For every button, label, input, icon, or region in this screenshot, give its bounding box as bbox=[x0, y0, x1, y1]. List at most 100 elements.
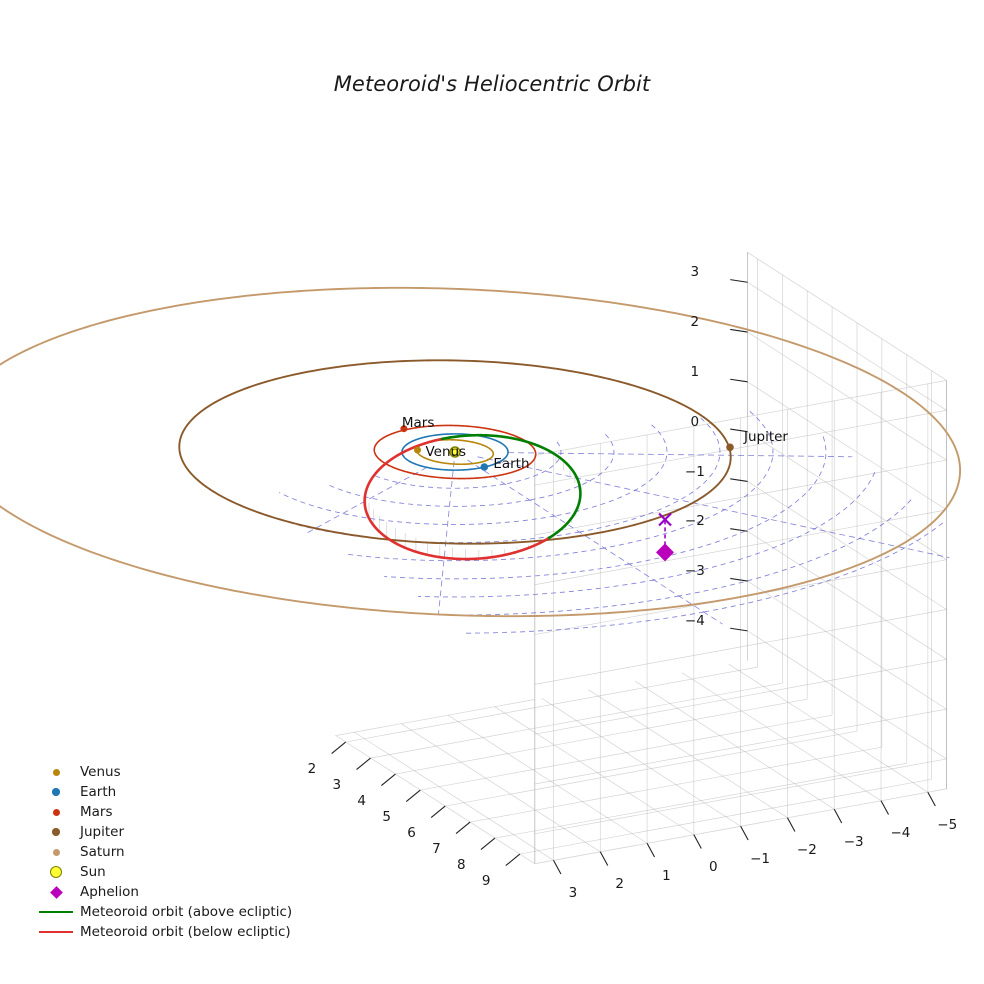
gridline bbox=[494, 706, 695, 836]
legend-label: Meteoroid orbit (below ecliptic) bbox=[80, 924, 291, 940]
tick-mark bbox=[786, 817, 796, 832]
z-tick-label: 3 bbox=[690, 264, 700, 281]
marker-sun bbox=[449, 446, 461, 458]
x-tick-label: 7 bbox=[432, 841, 441, 858]
legend-item[interactable]: Venus bbox=[36, 762, 336, 782]
legend-item[interactable]: Mars bbox=[36, 802, 336, 822]
gridline bbox=[588, 689, 788, 819]
tick-mark bbox=[730, 378, 748, 383]
legend-item[interactable]: Meteoroid orbit (above ecliptic) bbox=[36, 902, 336, 922]
ecliptic-radius-circle bbox=[464, 611, 704, 634]
circle-marker-icon bbox=[36, 788, 76, 796]
gridline bbox=[541, 697, 741, 827]
y-tick-label: 0 bbox=[708, 859, 718, 876]
ecliptic-radius-circle bbox=[384, 563, 630, 580]
x-tick-label: 9 bbox=[481, 873, 491, 890]
body-markers bbox=[400, 425, 734, 562]
ecliptic-spoke bbox=[467, 459, 723, 625]
gridline bbox=[747, 281, 947, 411]
gridline bbox=[534, 509, 947, 586]
ecliptic-radius-circle bbox=[279, 492, 555, 525]
ecliptic-radius-circle bbox=[327, 484, 530, 507]
body-label-earth: Earth bbox=[493, 455, 530, 472]
x-tick-label: 6 bbox=[407, 825, 416, 842]
legend-label: Aphelion bbox=[80, 884, 139, 900]
y-tick-label: −2 bbox=[796, 842, 817, 859]
legend-item[interactable]: Saturn bbox=[36, 842, 336, 862]
legend-item[interactable]: Aphelion bbox=[36, 882, 336, 902]
legend-label: Saturn bbox=[80, 844, 125, 860]
legend-label: Earth bbox=[80, 784, 117, 800]
circle-marker-icon bbox=[36, 848, 76, 856]
x-tick-label: 5 bbox=[382, 809, 391, 826]
legend-line-swatch bbox=[36, 931, 76, 933]
legend-label: Meteoroid orbit (above ecliptic) bbox=[80, 904, 293, 920]
legend-label: Jupiter bbox=[80, 824, 125, 840]
ecliptic-radius-circle bbox=[373, 474, 505, 489]
z-tick-label: −2 bbox=[684, 513, 705, 530]
circle-marker-icon bbox=[36, 828, 76, 836]
ecliptic-radius-circle bbox=[418, 579, 655, 598]
tick-mark bbox=[480, 837, 496, 851]
x-tick-label: 2 bbox=[307, 761, 317, 778]
marker-sun-core bbox=[451, 448, 459, 456]
ecliptic-radius-circle bbox=[438, 595, 680, 616]
ecliptic-radius-circle bbox=[554, 424, 668, 517]
planet-orbits bbox=[0, 286, 962, 618]
axis-ticks bbox=[331, 279, 936, 875]
legend-item[interactable]: Meteoroid orbit (below ecliptic) bbox=[36, 922, 336, 942]
gridline bbox=[447, 714, 648, 844]
body-label-jupiter: Jupiter bbox=[743, 429, 788, 446]
tick-mark bbox=[405, 789, 421, 803]
marker-jupiter bbox=[726, 443, 734, 452]
gridline bbox=[747, 530, 947, 660]
circle-marker-icon bbox=[36, 768, 76, 776]
gridline bbox=[747, 381, 947, 511]
tick-mark bbox=[599, 851, 609, 866]
tick-mark bbox=[833, 808, 843, 824]
gridline bbox=[747, 630, 947, 760]
tick-mark bbox=[730, 428, 748, 433]
ecliptic-radius-circle bbox=[678, 499, 912, 597]
z-tick-label: −4 bbox=[684, 612, 705, 629]
z-tick-label: 2 bbox=[690, 314, 700, 331]
tick-mark bbox=[693, 834, 702, 849]
orbit-mars bbox=[373, 424, 537, 480]
gridline bbox=[747, 331, 947, 461]
gridline bbox=[635, 680, 835, 810]
legend-item[interactable]: Earth bbox=[36, 782, 336, 802]
axes-grid bbox=[345, 252, 948, 864]
gridline bbox=[534, 658, 947, 735]
marker-aphelion bbox=[656, 543, 674, 562]
legend-item[interactable]: Sun bbox=[36, 862, 336, 882]
legend-label: Venus bbox=[80, 764, 121, 780]
gridline bbox=[681, 672, 882, 802]
aphelion-projection-x-icon bbox=[658, 512, 672, 527]
legend-line-swatch bbox=[36, 911, 76, 913]
y-tick-label: −4 bbox=[890, 825, 911, 842]
tick-mark bbox=[455, 821, 471, 835]
gridline bbox=[747, 580, 947, 710]
ecliptic-radius-circle bbox=[346, 547, 605, 562]
tick-mark bbox=[730, 627, 748, 632]
ecliptic-radius-circle bbox=[504, 441, 562, 485]
diamond-marker-icon bbox=[36, 885, 76, 899]
body-label-venus: Venus bbox=[425, 444, 467, 461]
tick-mark bbox=[430, 805, 446, 819]
gridline bbox=[747, 431, 947, 560]
y-tick-label: 3 bbox=[568, 884, 578, 901]
meteoroid-orbit-above bbox=[448, 433, 582, 541]
ecliptic-spoke bbox=[507, 452, 853, 458]
ecliptic-spoke bbox=[307, 466, 428, 534]
ecliptic-radius-circle bbox=[703, 522, 944, 613]
legend: Venus Earth Mars Jupiter Saturn Sun Aphelion Me… bbox=[36, 762, 336, 942]
marker-earth bbox=[480, 463, 489, 471]
tick-mark bbox=[730, 328, 748, 333]
gridline bbox=[534, 609, 947, 685]
ecliptic-spoke bbox=[477, 456, 950, 559]
y-tick-label: −5 bbox=[937, 816, 958, 833]
x-tick-label: 8 bbox=[456, 857, 466, 874]
legend-item[interactable]: Jupiter bbox=[36, 822, 336, 842]
